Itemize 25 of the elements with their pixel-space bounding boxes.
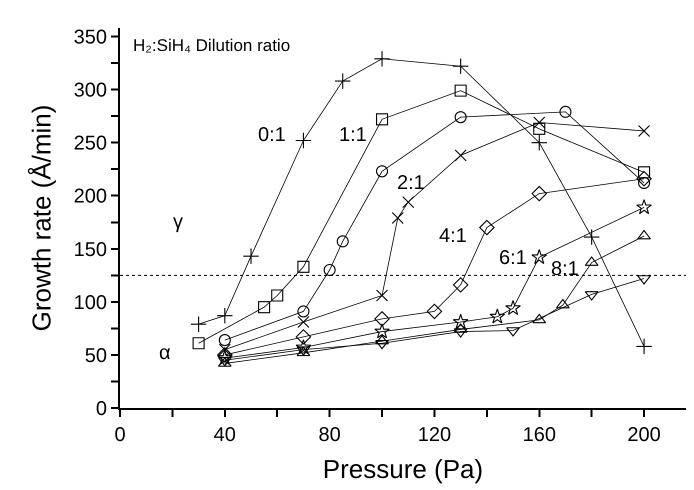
- x-tick-label: 120: [418, 424, 452, 446]
- x-tick-label: 40: [214, 424, 236, 446]
- x-axis-title: Pressure (Pa): [322, 454, 484, 484]
- x-tick-label: 80: [318, 424, 341, 446]
- annotation: 2:1: [397, 172, 425, 194]
- annotation: γ: [173, 211, 183, 233]
- annotation: 8:1: [551, 258, 579, 280]
- y-tick-label: 200: [74, 186, 107, 208]
- x-tick-label: 200: [627, 424, 661, 446]
- y-tick-label: 300: [74, 80, 107, 102]
- y-tick-label: 350: [74, 26, 107, 48]
- annotation: 4:1: [439, 225, 467, 247]
- annotation: 6:1: [499, 247, 527, 269]
- annotation: H₂:SiH₄ Dilution ratio: [133, 36, 290, 55]
- y-tick-label: 0: [96, 398, 107, 420]
- annotation: 1:1: [339, 124, 367, 146]
- y-axis-title: Growth rate (Å/min): [26, 104, 57, 332]
- x-tick-label: 160: [522, 424, 556, 446]
- x-tick-label: 0: [114, 424, 126, 446]
- annotation: 0:1: [258, 124, 286, 146]
- y-tick-label: 150: [74, 238, 107, 261]
- y-tick-label: 100: [74, 292, 107, 314]
- y-tick-label: 50: [84, 344, 107, 367]
- y-tick-label: 250: [74, 132, 107, 155]
- annotation: α: [159, 342, 171, 364]
